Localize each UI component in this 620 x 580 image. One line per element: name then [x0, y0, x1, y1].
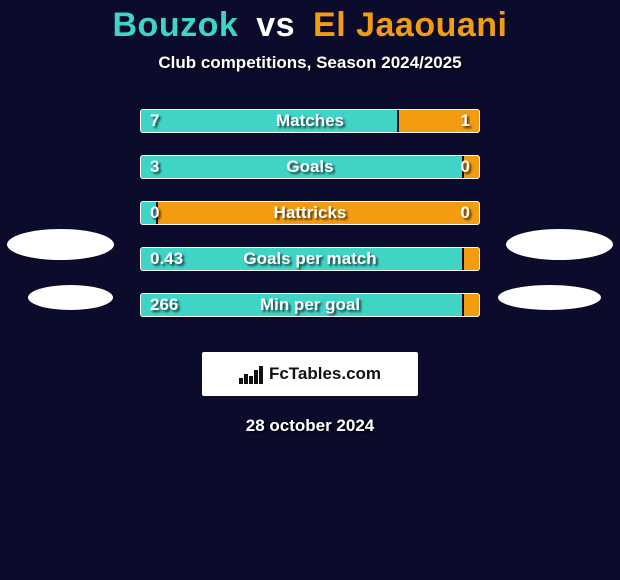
stat-bar-row: 3Goals0: [140, 155, 480, 179]
stat-bar-row: 7Matches1: [140, 109, 480, 133]
stat-bar-row: 0.43Goals per match: [140, 247, 480, 271]
title-vs: vs: [256, 6, 295, 44]
stat-bar-row: 266Min per goal: [140, 293, 480, 317]
bar-value-right: 0: [461, 155, 470, 179]
title-player2: El Jaaouani: [313, 6, 507, 44]
chart-stage: 7Matches13Goals00Hattricks00.43Goals per…: [0, 109, 620, 344]
stat-bars: 7Matches13Goals00Hattricks00.43Goals per…: [140, 109, 480, 339]
stat-bar-row: 0Hattricks0: [140, 201, 480, 225]
deco-ellipse: [28, 285, 113, 310]
bar-value-right: 1: [461, 109, 470, 133]
deco-ellipse: [506, 229, 613, 260]
fctables-icon: [239, 364, 265, 384]
title-player1: Bouzok: [113, 6, 239, 44]
bar-value-right: 0: [461, 201, 470, 225]
title: Bouzok vs El Jaaouani: [0, 0, 620, 45]
logo-box: FcTables.com: [202, 352, 418, 396]
bar-label: Hattricks: [140, 201, 480, 225]
bar-label: Goals: [140, 155, 480, 179]
bar-label: Matches: [140, 109, 480, 133]
logo-text: FcTables.com: [269, 364, 381, 384]
bar-label: Min per goal: [140, 293, 480, 317]
date-text: 28 october 2024: [0, 416, 620, 436]
deco-ellipse: [7, 229, 114, 260]
bar-label: Goals per match: [140, 247, 480, 271]
subtitle: Club competitions, Season 2024/2025: [0, 53, 620, 73]
deco-ellipse: [498, 285, 601, 310]
